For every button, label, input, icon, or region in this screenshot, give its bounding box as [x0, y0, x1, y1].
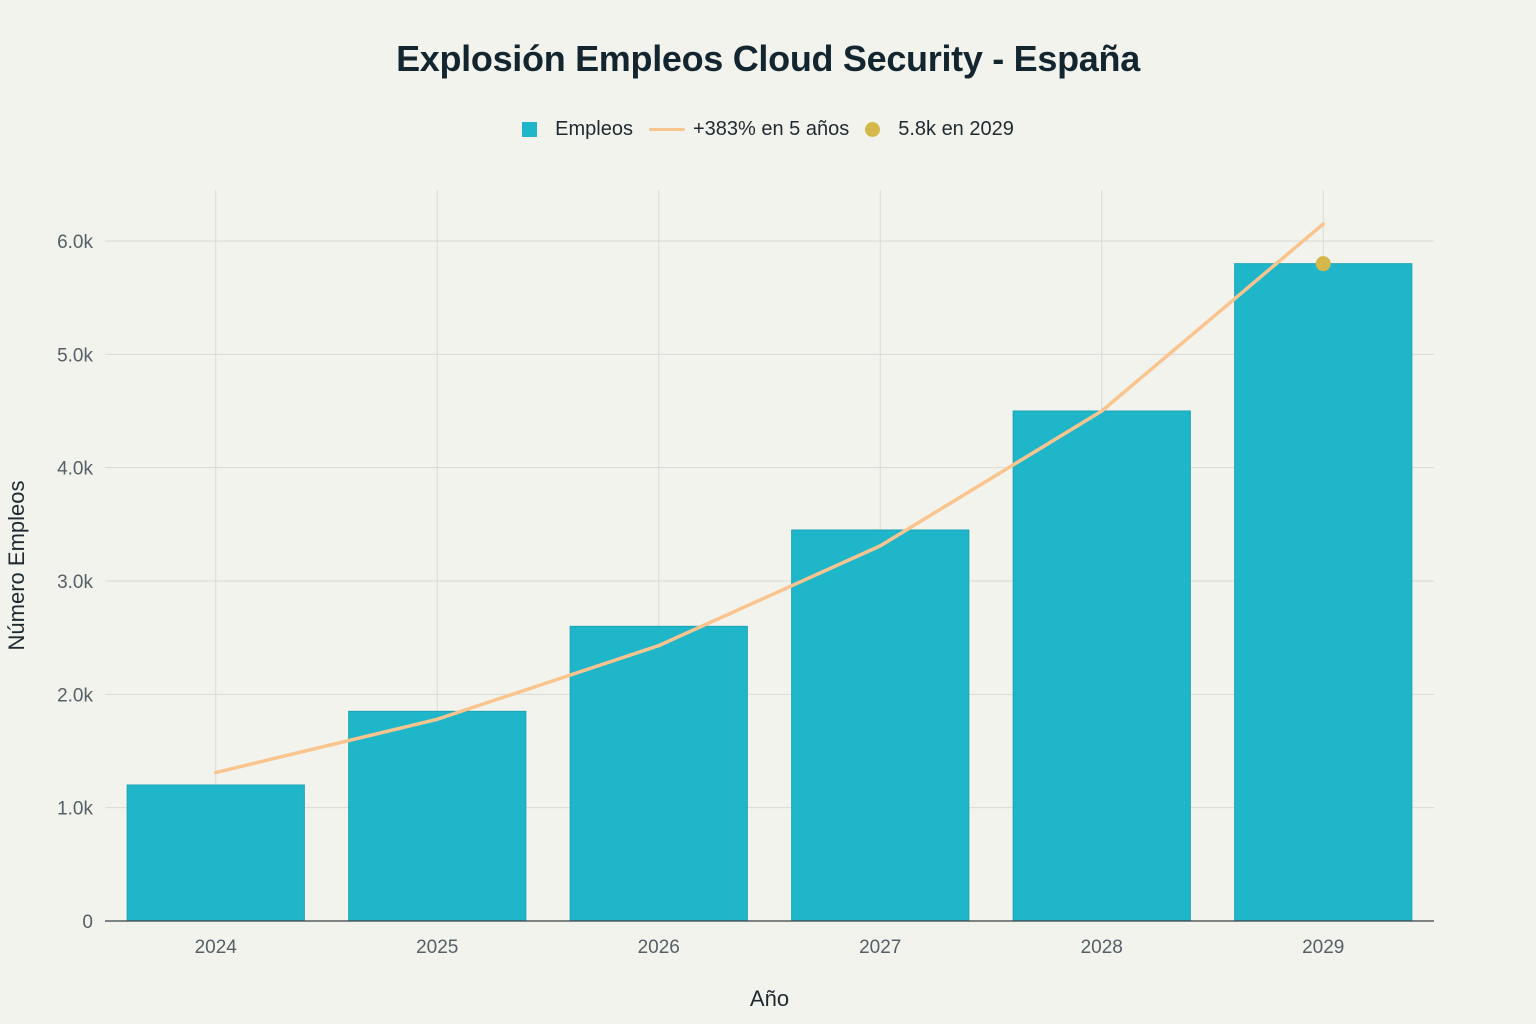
x-tick-label: 2025 — [416, 937, 458, 958]
x-tick-label: 2028 — [1081, 937, 1123, 958]
x-tick-label: 2029 — [1302, 937, 1344, 958]
bar-layer — [126, 263, 1413, 922]
y-tick-label: 4.0k — [57, 459, 93, 480]
y-axis-title: Número Empleos — [4, 481, 29, 651]
legend-swatch-line-icon — [648, 128, 685, 131]
legend-item-trend[interactable]: +383% en 5 años — [648, 118, 850, 141]
bar-2029[interactable] — [1234, 263, 1413, 922]
x-tick-label: 2027 — [859, 937, 901, 958]
legend-label-bars: Empleos — [555, 118, 633, 140]
y-tick-label: 1.0k — [57, 799, 93, 820]
trend-line-layer — [214, 222, 1325, 775]
legend-label-marker: 5.8k en 2029 — [898, 118, 1014, 140]
legend-item-bars[interactable]: Empleos — [522, 118, 633, 141]
x-tick-label: 2026 — [638, 937, 680, 958]
legend-swatch-bar-icon — [522, 122, 538, 137]
chart-legend: Empleos +383% en 5 años 5.8k en 2029 — [0, 118, 1536, 141]
tick-label-layer: 0 1.0k 2.0k 3.0k 4.0k 5.0k 6.0k 2024 2025 2026 202… — [57, 232, 1344, 958]
y-tick-label: 2.0k — [57, 685, 93, 706]
bar-2028[interactable] — [1012, 410, 1191, 922]
x-tick-label: 2024 — [195, 937, 238, 958]
bar-2027[interactable] — [791, 529, 970, 922]
y-tick-label: 5.0k — [57, 345, 93, 366]
trend-line[interactable] — [214, 222, 1325, 775]
bar-2025[interactable] — [348, 710, 527, 922]
x-axis-title: Año — [750, 986, 789, 1011]
y-tick-label: 3.0k — [57, 572, 93, 593]
legend-swatch-dot-icon — [865, 122, 881, 137]
bar-2024[interactable] — [126, 784, 305, 922]
legend-item-marker[interactable]: 5.8k en 2029 — [865, 118, 1014, 141]
bar-2026[interactable] — [569, 625, 748, 922]
y-tick-label: 0 — [82, 912, 93, 933]
legend-label-trend: +383% en 5 años — [692, 118, 850, 140]
marker-point[interactable] — [1315, 256, 1331, 272]
chart-title: Explosión Empleos Cloud Security - Españ… — [396, 38, 1140, 79]
marker-layer — [1315, 256, 1331, 272]
y-tick-label: 6.0k — [57, 232, 93, 253]
